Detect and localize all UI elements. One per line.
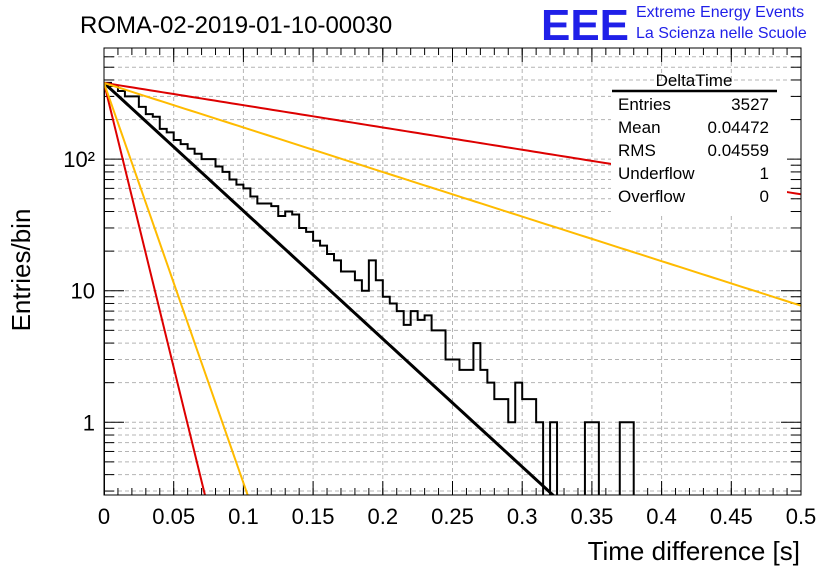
y-tick-label: 10²	[63, 147, 95, 172]
x-tick-label: 0.4	[646, 504, 677, 529]
minor-ticks	[103, 47, 802, 495]
y-tick-label: 10	[71, 279, 95, 304]
x-tick-label: 0.05	[152, 504, 195, 529]
stats-title: DeltaTime	[656, 71, 733, 90]
x-tick-label: 0.2	[368, 504, 399, 529]
fit-curve-4	[104, 82, 206, 495]
x-tick-label: 0.3	[507, 504, 538, 529]
x-axis-label: Time difference [s]	[588, 536, 800, 566]
stats-label-mean: Mean	[618, 118, 661, 137]
eee-logo: EEE	[541, 1, 629, 50]
plot-frame	[103, 47, 802, 496]
fit-curve-1	[104, 81, 556, 495]
stats-value-mean: 0.04472	[708, 118, 769, 137]
x-tick-label: 0.5	[786, 504, 817, 529]
stats-box-bg	[611, 82, 787, 214]
stats-value-overflow: 0	[760, 187, 769, 206]
x-tick-label: 0.15	[292, 504, 335, 529]
logo-subtitle-2: La Scienza nelle Scuole	[636, 25, 807, 42]
fit-curve-5	[104, 82, 249, 495]
grid	[104, 47, 801, 495]
stats-value-rms: 0.04559	[708, 141, 769, 160]
run-title: ROMA-02-2019-01-10-00030	[80, 12, 392, 39]
stats-label-overflow: Overflow	[618, 187, 686, 206]
x-tick-label: 0.1	[228, 504, 259, 529]
y-tick-labels: 1 10 10²	[63, 147, 95, 435]
y-axis-label: Entries/bin	[6, 209, 36, 332]
logo-subtitle-1: Extreme Energy Events	[636, 4, 804, 21]
x-tick-label: 0.25	[431, 504, 474, 529]
stats-value-entries: 3527	[731, 95, 769, 114]
histogram-outline	[104, 81, 635, 495]
stats-label-entries: Entries	[618, 95, 671, 114]
stats-label-underflow: Underflow	[618, 164, 695, 183]
x-tick-labels: 0 0.05 0.1 0.15 0.2 0.25 0.3 0.35 0.4 0.45 0.5	[98, 504, 816, 529]
x-tick-label: 0.45	[710, 504, 753, 529]
fit-curve-3	[104, 81, 801, 307]
x-tick-label: 0.35	[570, 504, 613, 529]
x-tick-label: 0	[98, 504, 110, 529]
stats-value-underflow: 1	[760, 164, 769, 183]
y-tick-label: 1	[83, 410, 95, 435]
histogram	[104, 81, 635, 495]
stats-box: DeltaTime Entries 3527 Mean 0.04472 RMS …	[611, 71, 787, 214]
stats-label-rms: RMS	[618, 141, 656, 160]
